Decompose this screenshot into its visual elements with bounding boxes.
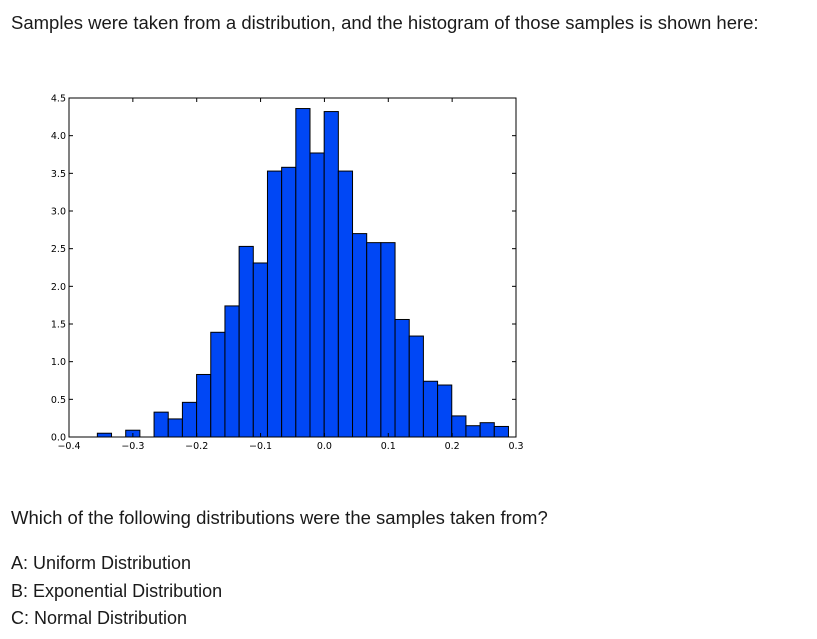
histogram-bar	[153, 411, 169, 438]
histogram-bar	[167, 418, 183, 438]
y-tick-label: 2.0	[51, 282, 66, 293]
option-c: C: Normal Distribution	[11, 608, 188, 628]
histogram-bar	[451, 415, 467, 438]
histogram-bar	[224, 305, 240, 438]
y-tick-label: 0.0	[51, 433, 66, 444]
histogram-bar	[394, 318, 410, 438]
option-b: B: Exponential Distribution	[11, 580, 223, 601]
histogram-bar	[323, 111, 339, 438]
option-a: A: Uniform Distribution	[11, 553, 192, 573]
histogram-bar	[479, 422, 495, 438]
histogram-bar	[252, 262, 268, 438]
x-tick-label: 0.2	[445, 441, 460, 452]
histogram-bar	[437, 384, 453, 438]
histogram-bar	[380, 242, 396, 438]
histogram-bar	[266, 170, 283, 438]
histogram-bar	[422, 380, 439, 438]
histogram-bar	[408, 335, 424, 438]
histogram-bar	[465, 425, 481, 438]
histogram-bar	[366, 242, 382, 438]
x-tick-label: −0.2	[185, 441, 208, 452]
histogram-bar	[281, 166, 297, 438]
y-tick-label: 4.0	[51, 131, 66, 142]
histogram-chart: −0.4 −0.3 −0.2 −0.1 0.0 0.1 0.2 0.3 0.0 0.5 1.0 1.5…	[30, 90, 560, 465]
question-prompt: Which of the following distributions wer…	[11, 507, 548, 528]
x-tick-label: −0.1	[249, 441, 272, 452]
question-intro: Samples were taken from a distribution, …	[11, 12, 759, 33]
histogram-bar	[493, 425, 509, 438]
plot-frame	[68, 97, 517, 438]
histogram-bar	[295, 108, 311, 438]
answer-options: A: Uniform Distribution B: Exponential D…	[11, 552, 222, 635]
x-tick-label: −0.4	[57, 441, 80, 452]
histogram-bar	[309, 152, 325, 438]
y-tick-label: 4.5	[51, 94, 66, 105]
histogram-bar	[181, 401, 198, 438]
axis-tick-labels: −0.4 −0.3 −0.2 −0.1 0.0 0.1 0.2 0.3 0.0 0.5 1.0 1.5…	[51, 94, 524, 453]
y-tick-label: 3.5	[51, 169, 66, 180]
x-tick-label: 0.1	[381, 441, 396, 452]
y-tick-label: 3.0	[51, 207, 66, 218]
y-tick-label: 1.5	[51, 320, 66, 331]
histogram-svg: −0.4 −0.3 −0.2 −0.1 0.0 0.1 0.2 0.3 0.0 0.5 1.0 1.5…	[51, 94, 524, 453]
y-tick-label: 1.0	[51, 357, 66, 368]
y-tick-label: 2.5	[51, 244, 66, 255]
y-tick-label: 0.5	[51, 395, 66, 406]
histogram-bar	[96, 432, 113, 438]
x-tick-label: 0.0	[317, 441, 332, 452]
x-tick-label: −0.3	[121, 441, 144, 452]
histogram-bar	[210, 331, 226, 438]
histogram-bar	[337, 170, 354, 438]
histogram-bar	[352, 233, 368, 438]
x-tick-label: 0.3	[508, 441, 523, 452]
histogram-bar	[238, 245, 254, 438]
histogram-bars	[96, 108, 509, 438]
histogram-bar	[196, 373, 212, 438]
